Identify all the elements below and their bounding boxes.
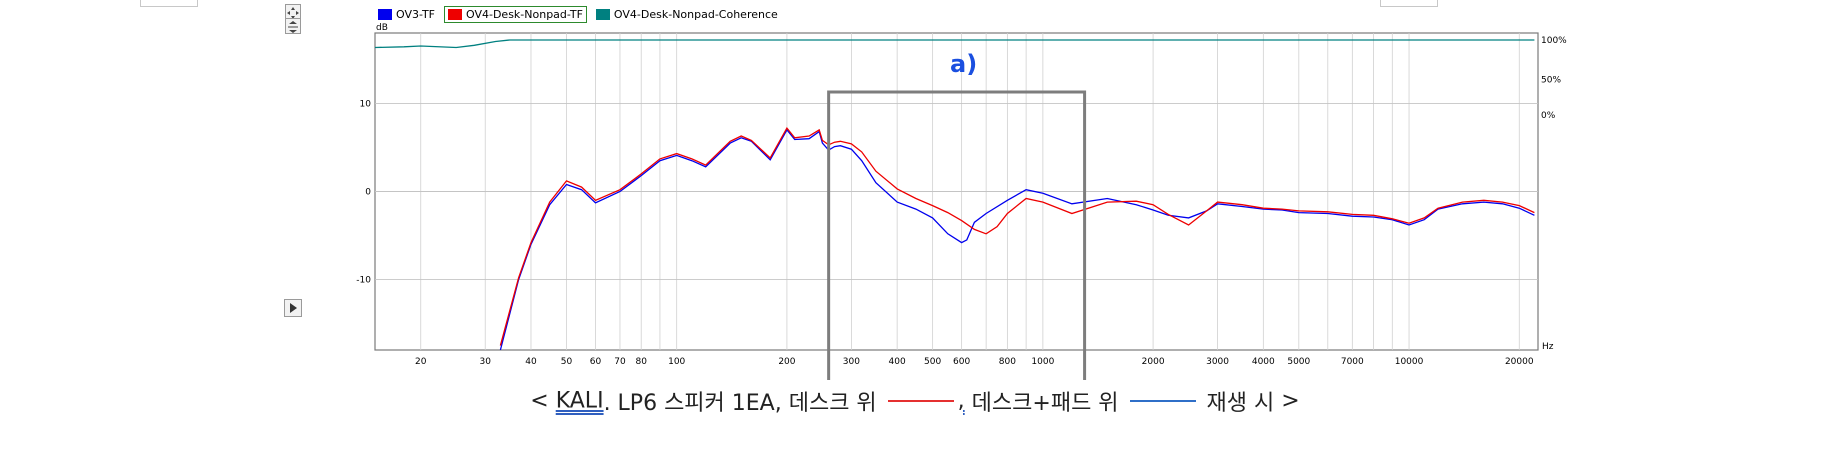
legend-item[interactable]: OV3-TF	[375, 7, 438, 22]
legend-swatch	[378, 9, 392, 20]
caption-model: . LP6 스피커 1EA, 데스크 위	[603, 391, 877, 416]
legend-swatch	[448, 9, 462, 20]
frequency-response-chart: 20 30 40 50 60 70 80 100 200 300 400 500 600 800 1000 2…	[356, 23, 1567, 380]
legend-label: OV3-TF	[396, 8, 435, 21]
y-tick-label: -10	[356, 276, 371, 286]
x-tick-label: 5000	[1287, 357, 1310, 367]
x-axis-unit: Hz	[1542, 342, 1554, 352]
right-corner-tab	[1380, 0, 1438, 7]
x-tick-label: 3000	[1206, 357, 1229, 367]
x-tick-label: 20	[415, 357, 427, 367]
series-line	[374, 39, 1535, 49]
x-tick-label: 7000	[1341, 357, 1364, 367]
caption-open: <	[530, 388, 549, 414]
y-axis-unit: dB	[376, 23, 388, 33]
red-line-sample	[887, 400, 954, 402]
secondary-axis-label: 0%	[1541, 111, 1556, 121]
left-corner-tab	[140, 0, 198, 7]
x-tick-label: 60	[590, 357, 602, 367]
figure-caption: < KALI. LP6 스피커 1EA, 데스크 위 , 데스크+패드 위 재생…	[0, 385, 1830, 417]
x-tick-label: 500	[924, 357, 941, 367]
y-tick-label: 10	[360, 99, 372, 109]
legend-label: OV4-Desk-Nonpad-TF	[466, 8, 583, 21]
x-tick-label: 40	[525, 357, 537, 367]
x-tick-label: 30	[480, 357, 492, 367]
caption-playing: 재생 시	[1206, 391, 1275, 416]
x-tick-label: 20000	[1505, 357, 1534, 367]
x-tick-label: 600	[953, 357, 970, 367]
x-tick-label: 50	[561, 357, 573, 367]
legend-item[interactable]: OV4-Desk-Nonpad-TF	[444, 6, 587, 23]
legend-label: OV4-Desk-Nonpad-Coherence	[613, 8, 778, 21]
x-tick-label: 300	[843, 357, 860, 367]
x-tick-label: 400	[889, 357, 906, 367]
series-line	[499, 126, 1535, 346]
x-tick-label: 800	[999, 357, 1016, 367]
x-tick-label: 4000	[1252, 357, 1275, 367]
blue-line-sample	[1129, 400, 1196, 402]
x-tick-label: 100	[668, 357, 685, 367]
secondary-axis-label: 100%	[1541, 36, 1567, 46]
zoom-control-icon[interactable]	[285, 18, 301, 34]
legend-swatch	[595, 9, 610, 20]
x-tick-label: 2000	[1142, 357, 1165, 367]
x-tick-label: 1000	[1031, 357, 1054, 367]
x-tick-label: 70	[614, 357, 626, 367]
annotation-box	[827, 90, 1087, 380]
x-tick-label: 200	[778, 357, 795, 367]
caption-comma: ,	[957, 388, 965, 414]
x-tick-label: 10000	[1395, 357, 1424, 367]
chart-legend: OV3-TF OV4-Desk-Nonpad-TF OV4-Desk-Nonpad-…	[375, 6, 787, 23]
secondary-axis-label: 50%	[1541, 76, 1561, 86]
x-tick-label: 80	[635, 357, 647, 367]
caption-brand: KALI	[555, 388, 604, 414]
play-button[interactable]	[284, 299, 302, 317]
caption-close: >	[1281, 388, 1300, 414]
legend-item[interactable]: OV4-Desk-Nonpad-Coherence	[593, 7, 781, 22]
caption-desk-pad: 데스크+패드 위	[971, 391, 1119, 416]
series-line	[499, 128, 1535, 351]
y-tick-label: 0	[365, 188, 371, 198]
annotation-label: a)	[950, 50, 977, 78]
